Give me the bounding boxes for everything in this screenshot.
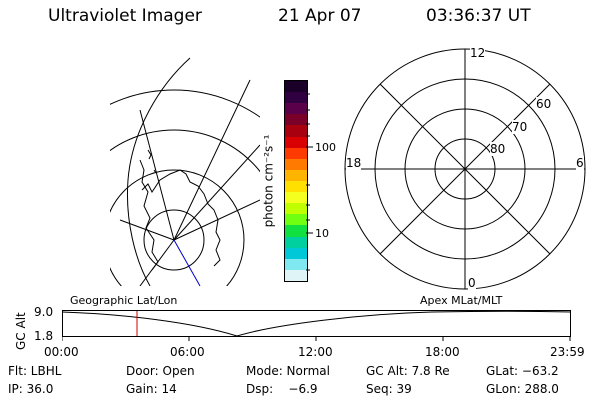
colorbar-segment [285,81,307,93]
time-tick-2: 12:00 [298,345,333,359]
colorbar-segment [285,236,307,248]
colorbar-label: photon cm⁻²s⁻¹ [261,134,276,228]
lat-circle [143,209,205,271]
colorbar-segment [285,247,307,259]
colorbar-segment [285,258,307,270]
colorbar-segment [285,225,307,237]
mlt-label-18: 18 [346,156,362,170]
colorbar-segment [285,92,307,104]
colorbar-segment [285,125,307,137]
time-tick-3: 18:00 [425,345,460,359]
island-marks [147,149,157,174]
lat-label-80: 80 [490,142,506,156]
timeline-left-title: Geographic Lat/Lon [70,294,178,307]
lat-circle [110,89,260,118]
mlt-label-6: 6 [576,156,584,170]
colorbar-segment [285,114,307,126]
colorbar-segment [285,147,307,159]
geographic-map [110,57,260,287]
dsp-info: Dsp: −6.9 [246,382,318,396]
colorbar-segment [285,136,307,148]
altitude-curve [62,310,572,337]
time-tick-0: 00:00 [44,345,79,359]
colorbar-segment [285,269,307,281]
glon-info: GLon: 288.0 [486,382,559,396]
meridian-line [173,79,251,241]
lat-circle [110,169,245,286]
colorbar [284,80,308,282]
gain-info: Gain: 14 [126,382,177,396]
time-tick-4: 23:59 [550,345,585,359]
date-label: 21 Apr 07 [278,6,362,26]
timeline-right-title: Apex MLat/MLT [420,294,503,307]
instrument-title: Ultraviolet Imager [48,6,202,26]
time-tick-1: 06:00 [170,345,205,359]
coastline [139,159,159,271]
meridian-line [173,199,260,241]
time-label: 03:36:37 UT [426,6,531,26]
mlt-label-12: 12 [470,46,486,60]
colorbar-segment [285,158,307,170]
door-info: Door: Open [126,364,195,378]
timeline-frame [62,310,571,337]
meridian-line [173,144,260,241]
mode-info: Mode: Normal [246,364,330,378]
timeline-ymin: 1.8 [34,329,54,343]
lat-circle [110,129,260,173]
colorbar-tick-100: 100 [315,141,336,154]
colorbar-segment [285,103,307,115]
colorbar-segment [285,192,307,204]
timeline-ymax: 9.0 [34,305,54,319]
coastline [141,169,221,267]
timeline-axis-label: GC Alt [14,312,28,350]
altitude-timeline [62,310,572,341]
polar-plot [344,48,586,290]
colorbar-segment [285,214,307,226]
filter-info: Flt: LBHL [8,364,62,378]
colorbar-ticks [306,93,313,271]
earth-limb [126,57,191,286]
colorbar-segment [285,180,307,193]
lat-label-70: 70 [512,120,528,134]
sun-direction-line [173,239,201,287]
mlt-label-0: 0 [468,276,476,290]
glat-info: GLat: −63.2 [486,364,559,378]
ip-info: IP: 36.0 [8,382,54,396]
gc-alt-info: GC Alt: 7.8 Re [366,364,450,378]
seq-info: Seq: 39 [366,382,412,396]
lat-label-60: 60 [536,97,552,111]
colorbar-tick-10: 10 [315,227,329,240]
colorbar-segment [285,169,307,181]
mlt-diagonal [379,83,551,255]
meridian-line [139,109,175,241]
colorbar-segment [285,203,307,215]
